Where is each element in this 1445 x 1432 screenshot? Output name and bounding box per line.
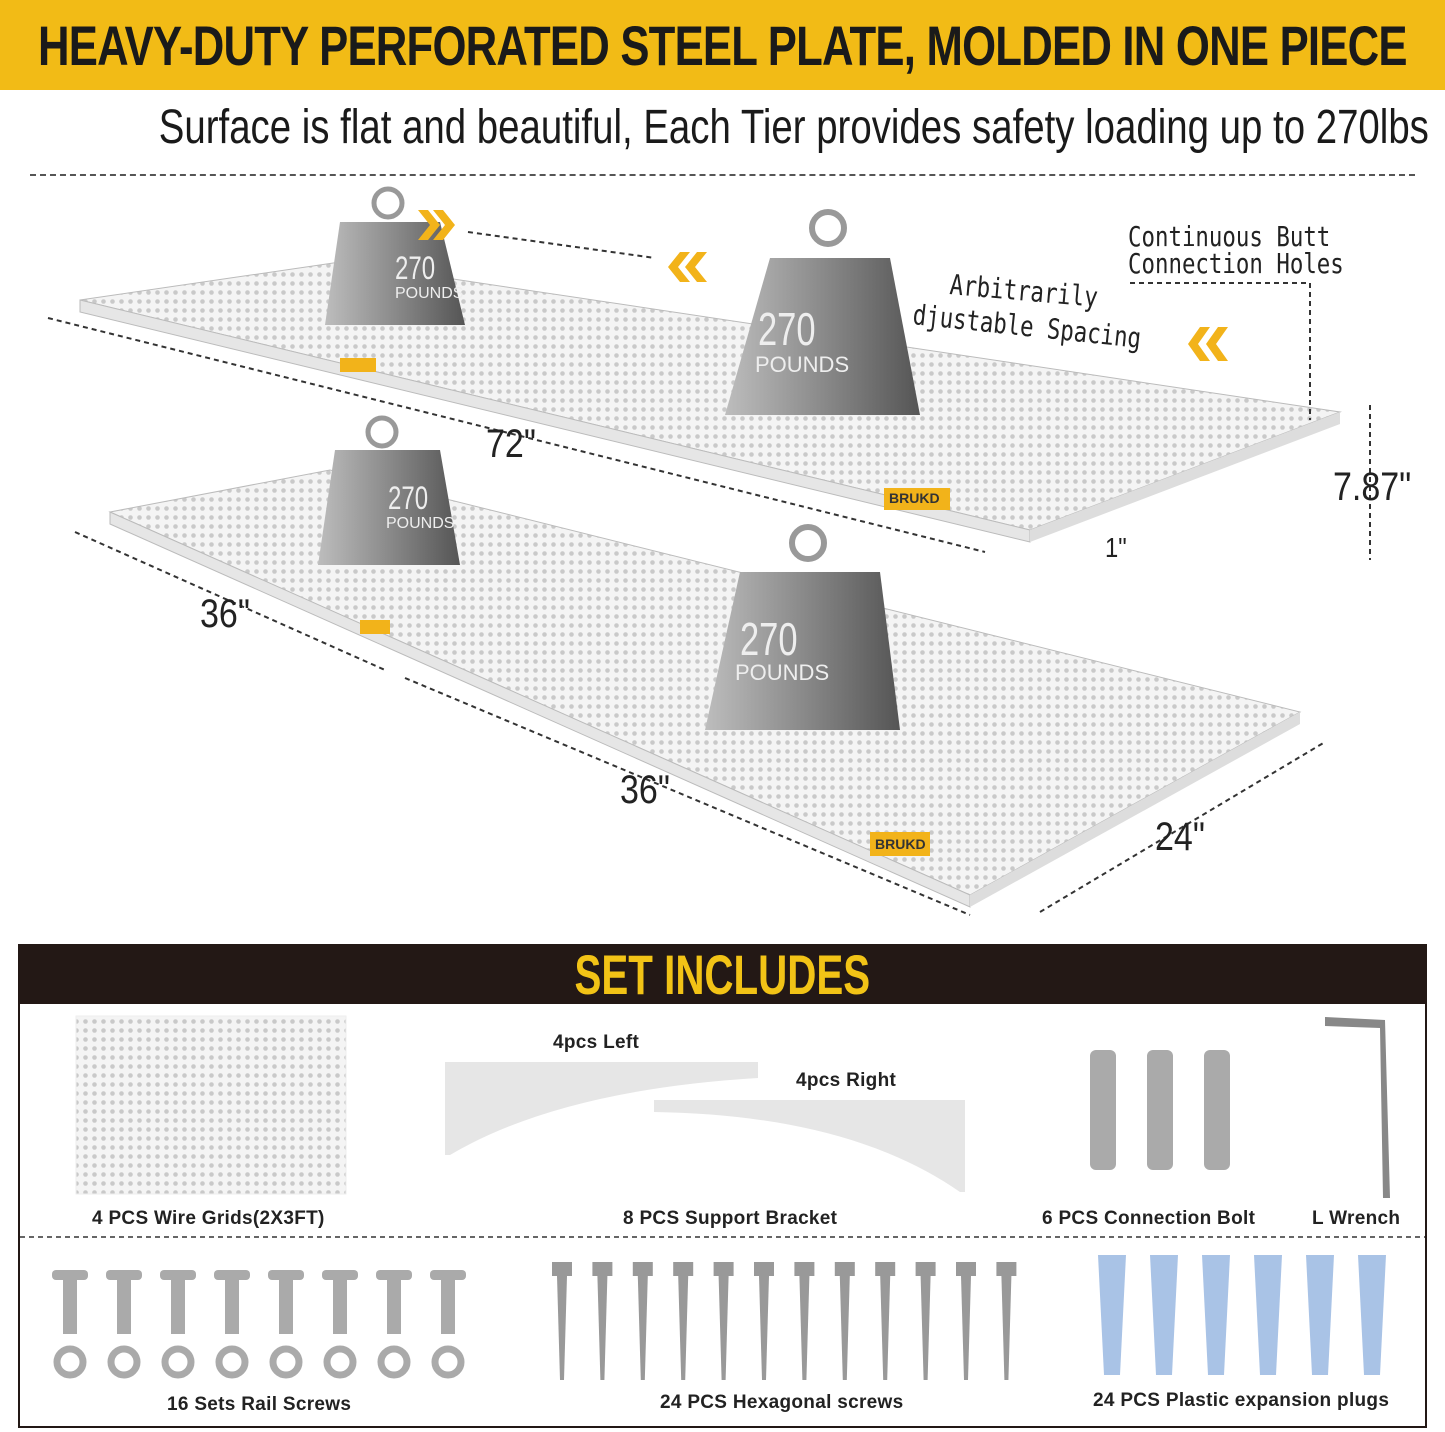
annotation-holes-2: Connection Holes bbox=[1128, 247, 1344, 280]
item-label: 4 PCS Wire Grids(2X3FT) bbox=[92, 1208, 325, 1229]
brand-tag bbox=[360, 620, 390, 634]
dim-thickness: 1" bbox=[1105, 532, 1127, 563]
bracket-left-label: 4pcs Left bbox=[553, 1032, 640, 1053]
brand-logo: BRUKD bbox=[889, 490, 940, 506]
weight-1 bbox=[325, 186, 465, 325]
shelf-diagram bbox=[47, 186, 1371, 916]
brand-logo: BRUKD bbox=[875, 836, 926, 852]
set-includes-header: SET INCLUDES bbox=[18, 942, 1427, 1006]
item-label: 8 PCS Support Bracket bbox=[623, 1208, 838, 1229]
subtitle-text: Surface is flat and beautiful, Each Tier… bbox=[158, 101, 1429, 154]
divider bbox=[30, 174, 1415, 176]
dim-length: 72" bbox=[486, 422, 536, 466]
item-label: L Wrench bbox=[1312, 1208, 1401, 1229]
dim-seg1: 36" bbox=[200, 592, 250, 636]
set-includes-panel bbox=[18, 944, 1427, 1428]
brand-tag bbox=[870, 832, 930, 856]
weight-label: 270 bbox=[395, 250, 436, 286]
weight-unit: POUNDS bbox=[386, 515, 455, 532]
annotation-holes: Continuous Butt bbox=[1128, 220, 1331, 253]
top-banner: HEAVY-DUTY PERFORATED STEEL PLATE, MOLDE… bbox=[0, 0, 1445, 90]
item-label: 24 PCS Hexagonal screws bbox=[660, 1392, 904, 1413]
brand-tag bbox=[340, 358, 376, 372]
bracket-right-label: 4pcs Right bbox=[796, 1070, 897, 1091]
dim-seg2: 36" bbox=[620, 768, 670, 812]
weight-unit: POUNDS bbox=[735, 660, 830, 685]
weight-3 bbox=[318, 415, 460, 565]
item-label: 24 PCS Plastic expansion plugs bbox=[1093, 1390, 1390, 1411]
dim-height: 7.87" bbox=[1333, 465, 1412, 509]
item-label: 16 Sets Rail Screws bbox=[167, 1394, 352, 1415]
chevron-icons bbox=[418, 210, 1228, 361]
dim-depth: 24" bbox=[1155, 815, 1205, 859]
subtitle: Surface is flat and beautiful, Each Tier… bbox=[0, 100, 1445, 155]
set-includes-title: SET INCLUDES bbox=[574, 942, 871, 1006]
weight-unit: POUNDS bbox=[755, 352, 850, 377]
weight-label: 270 bbox=[758, 303, 816, 355]
dimension-lines bbox=[47, 231, 1371, 916]
brand-tag bbox=[884, 488, 950, 510]
headline: HEAVY-DUTY PERFORATED STEEL PLATE, MOLDE… bbox=[38, 13, 1408, 77]
bottom-shelf-side bbox=[970, 712, 1300, 907]
top-shelf-side bbox=[1030, 412, 1340, 542]
weight-label: 270 bbox=[740, 613, 798, 665]
item-label: 6 PCS Connection Bolt bbox=[1042, 1208, 1256, 1229]
weight-unit: POUNDS bbox=[395, 285, 464, 302]
weight-4 bbox=[705, 524, 900, 730]
weight-2 bbox=[725, 209, 920, 415]
weight-label: 270 bbox=[388, 480, 429, 516]
